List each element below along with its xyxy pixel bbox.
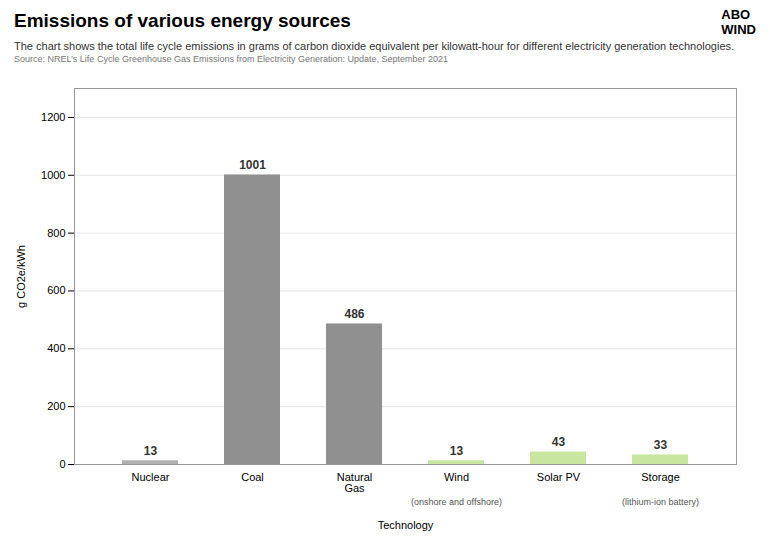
svg-text:g CO2e/kWh: g CO2e/kWh — [15, 245, 27, 308]
html-text:The chart shows the total life: The chart shows the total life cycle emi… — [14, 39, 735, 52]
svg-text:Storage: Storage — [641, 471, 680, 483]
svg-text:800: 800 — [47, 227, 65, 239]
html-text:Source: NREL’s Life Cycle Gree: Source: NREL’s Life Cycle Greenhouse Gas… — [14, 53, 448, 64]
svg-text:13: 13 — [450, 444, 464, 458]
html-text:ABO: ABO — [721, 7, 751, 22]
svg-text:13: 13 — [144, 444, 158, 458]
svg-text:1000: 1000 — [41, 169, 65, 181]
svg-text:600: 600 — [47, 284, 65, 296]
svg-text:486: 486 — [344, 307, 364, 321]
svg-text:200: 200 — [47, 400, 65, 412]
svg-text:33: 33 — [654, 438, 668, 452]
svg-text:(lithium-ion battery): (lithium-ion battery) — [622, 497, 699, 507]
svg-text:Coal: Coal — [241, 471, 264, 483]
svg-text:Solar PV: Solar PV — [537, 471, 581, 483]
svg-text:(onshore and offshore): (onshore and offshore) — [411, 497, 502, 507]
svg-text:1200: 1200 — [41, 111, 65, 123]
svg-text:Technology: Technology — [378, 518, 434, 530]
html-text:WIND: WIND — [721, 21, 756, 37]
svg-text:0: 0 — [59, 458, 65, 470]
svg-text:400: 400 — [47, 342, 65, 354]
svg-text:Wind: Wind — [444, 471, 469, 483]
svg-text:1001: 1001 — [239, 158, 266, 172]
html-text:Emissions of various energy so: Emissions of various energy sources — [14, 10, 351, 31]
svg-text:Nuclear: Nuclear — [132, 471, 170, 483]
svg-text:NaturalGas: NaturalGas — [337, 471, 372, 494]
svg-text:43: 43 — [552, 435, 566, 449]
